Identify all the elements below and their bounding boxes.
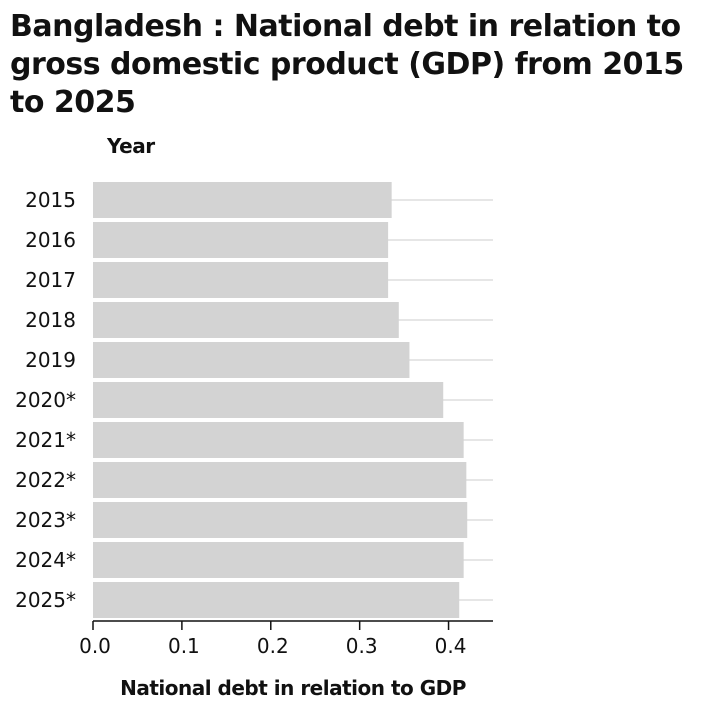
y-tick-label: 2020* [15, 388, 76, 412]
bar-2016 [93, 222, 389, 258]
y-tick-labels: 2015 2016 2017 2018 2019 2020* 2021* 2022* 2023*… [15, 188, 76, 612]
x-tick-label: 0.0 [79, 634, 111, 658]
x-axis-label: National debt in relation to GDP [120, 676, 466, 700]
x-tick-label: 0.1 [168, 634, 200, 658]
bar-2020-projected [93, 382, 444, 418]
bars [93, 182, 468, 618]
bar-2023-projected [93, 502, 468, 538]
bar-2019 [93, 342, 410, 378]
y-tick-label: 2019 [25, 348, 76, 372]
y-tick-label: 2025* [15, 588, 76, 612]
bar-2021-projected [93, 422, 464, 458]
bar-2015 [93, 182, 392, 218]
y-axis-label: Year [107, 134, 155, 158]
y-tick-label: 2017 [25, 268, 76, 292]
x-tick-label: 0.4 [435, 634, 467, 658]
bar-2025-projected [93, 582, 460, 618]
y-tick-label: 2016 [25, 228, 76, 252]
chart-title: Bangladesh : National debt in relation t… [10, 9, 684, 120]
bar-2024-projected [93, 542, 464, 578]
y-tick-label: 2024* [15, 548, 76, 572]
x-tick-label: 0.3 [346, 634, 378, 658]
bar-2017 [93, 262, 389, 298]
bar-2022-projected [93, 462, 467, 498]
y-tick-label: 2023* [15, 508, 76, 532]
y-tick-label: 2015 [25, 188, 76, 212]
y-tick-label: 2022* [15, 468, 76, 492]
x-tick-label: 0.2 [257, 634, 289, 658]
bar-2018 [93, 302, 399, 338]
x-axis: 0.0 0.1 0.2 0.3 0.4 [79, 620, 493, 658]
y-tick-label: 2021* [15, 428, 76, 452]
y-tick-label: 2018 [25, 308, 76, 332]
